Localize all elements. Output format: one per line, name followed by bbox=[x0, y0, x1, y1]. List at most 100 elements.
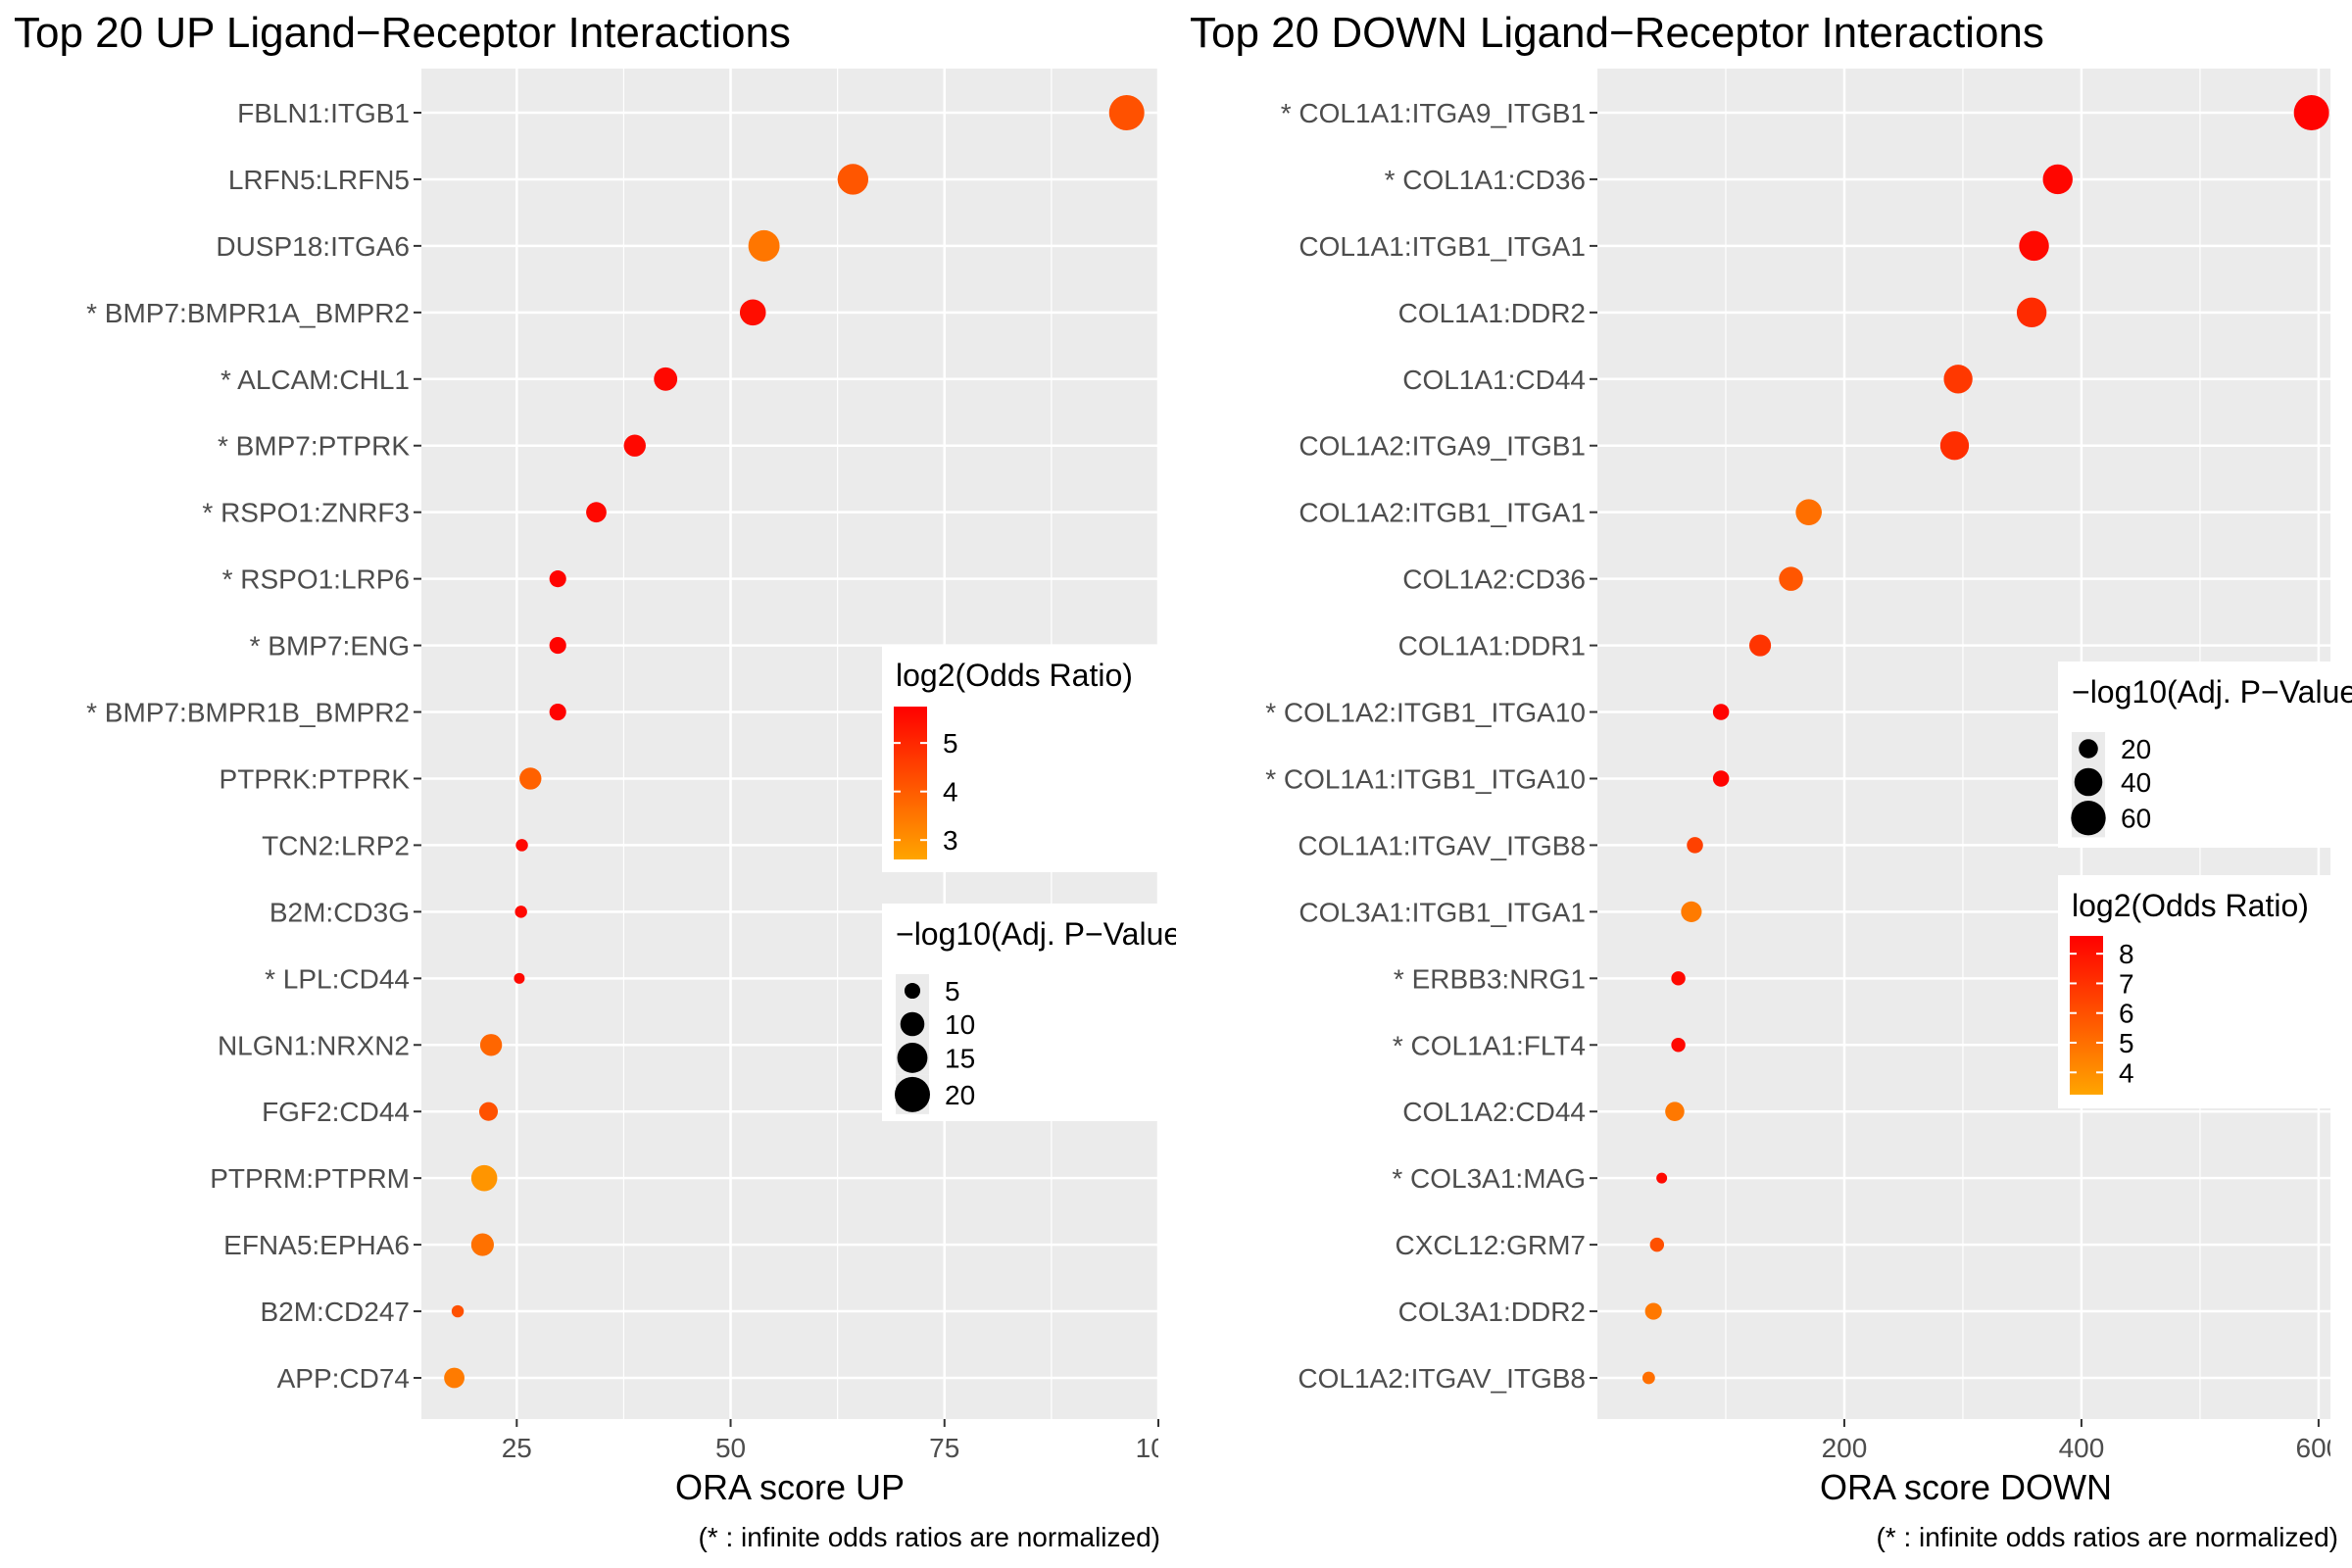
point bbox=[2019, 230, 2049, 262]
y-tick-label: FGF2:CD44 bbox=[262, 1097, 410, 1127]
point bbox=[479, 1034, 503, 1056]
y-tick-label: * BMP7:BMPR1B_BMPR2 bbox=[86, 698, 410, 728]
legend-key-point bbox=[904, 982, 921, 1000]
color-legend-label: 5 bbox=[943, 728, 958, 759]
legend-title: −log10(Adj. P−Value) bbox=[2072, 674, 2352, 710]
point bbox=[1943, 365, 1973, 394]
y-tick-label: COL1A1:ITGAV_ITGB8 bbox=[1298, 830, 1586, 860]
x-tick-label: 50 bbox=[715, 1433, 746, 1463]
point bbox=[1681, 901, 1702, 922]
y-tick-label: TCN2:LRP2 bbox=[262, 830, 410, 860]
points bbox=[444, 95, 1145, 1389]
size-legend-label: 20 bbox=[2121, 734, 2151, 764]
point bbox=[837, 164, 869, 195]
point bbox=[739, 299, 766, 326]
point bbox=[1649, 1237, 1665, 1252]
y-tick-label: * BMP7:PTPRK bbox=[218, 431, 410, 462]
x-tick-label: 75 bbox=[929, 1433, 959, 1463]
y-tick-label: * COL1A1:CD36 bbox=[1385, 165, 1586, 195]
legend-key-point bbox=[900, 1011, 925, 1037]
point bbox=[1779, 566, 1803, 591]
point bbox=[451, 1304, 465, 1318]
y-tick-label: * ALCAM:CHL1 bbox=[220, 365, 410, 395]
point bbox=[1939, 431, 1970, 461]
y-axis: * COL1A1:ITGA9_ITGB1 * COL1A1:CD36 COL1A1:… bbox=[1265, 98, 1597, 1394]
size-legend-label: 10 bbox=[945, 1009, 975, 1040]
color-legend-label: 7 bbox=[2119, 968, 2134, 999]
y-tick-label: COL1A1:ITGB1_ITGA1 bbox=[1298, 231, 1586, 262]
point bbox=[470, 1164, 498, 1192]
point bbox=[514, 906, 527, 918]
size-legend-label: 40 bbox=[2121, 767, 2151, 798]
point bbox=[2016, 297, 2047, 328]
y-tick-label: COL1A2:ITGB1_ITGA1 bbox=[1298, 498, 1586, 528]
y-tick-label: COL1A1:CD44 bbox=[1402, 365, 1586, 395]
size-legend-label: 60 bbox=[2121, 804, 2151, 834]
legend-key-point bbox=[895, 1076, 930, 1112]
y-tick-label: PTPRM:PTPRM bbox=[210, 1163, 410, 1194]
legend-box bbox=[882, 904, 1176, 1121]
point bbox=[549, 637, 566, 655]
y-axis: FBLN1:ITGB1 LRFN5:LRFN5 DUSP18:ITGA6 * BMP7… bbox=[86, 98, 421, 1394]
point bbox=[514, 972, 525, 984]
y-tick-label: COL1A2:ITGAV_ITGB8 bbox=[1298, 1363, 1586, 1394]
y-tick-label: COL1A2:CD44 bbox=[1402, 1097, 1586, 1127]
legend-box bbox=[2058, 875, 2337, 1108]
point bbox=[444, 1367, 465, 1389]
caption: (* : infinite odds ratios are normalized… bbox=[1876, 1522, 2338, 1552]
y-tick-label: DUSP18:ITGA6 bbox=[216, 231, 410, 262]
point bbox=[1712, 770, 1730, 787]
point bbox=[515, 839, 528, 852]
point bbox=[2042, 164, 2073, 195]
y-tick-label: * COL3A1:MAG bbox=[1392, 1163, 1586, 1194]
point bbox=[1795, 499, 1822, 525]
y-tick-label: * COL1A2:ITGB1_ITGA10 bbox=[1265, 698, 1586, 728]
point bbox=[1671, 1038, 1686, 1053]
x-tick-label: 400 bbox=[2059, 1433, 2105, 1463]
x-tick-label: 100 bbox=[1136, 1433, 1182, 1463]
point bbox=[1687, 837, 1703, 854]
point bbox=[1644, 1302, 1662, 1320]
y-tick-label: CXCL12:GRM7 bbox=[1395, 1230, 1586, 1260]
point bbox=[623, 434, 646, 457]
point bbox=[519, 767, 542, 790]
chart-down: Top 20 DOWN Ligand−Receptor Interactions… bbox=[1190, 9, 2352, 1552]
y-tick-label: B2M:CD3G bbox=[270, 897, 410, 927]
point bbox=[586, 502, 607, 523]
point bbox=[1712, 704, 1730, 720]
x-tick-label: 25 bbox=[502, 1433, 532, 1463]
color-bar bbox=[2070, 936, 2103, 1095]
size-legend-label: 20 bbox=[945, 1080, 975, 1110]
legend-title: log2(Odds Ratio) bbox=[2072, 888, 2309, 923]
chart-title: Top 20 DOWN Ligand−Receptor Interactions bbox=[1190, 9, 2044, 57]
chart-title: Top 20 UP Ligand−Receptor Interactions bbox=[14, 9, 791, 57]
y-tick-label: FBLN1:ITGB1 bbox=[237, 98, 410, 128]
legend-box bbox=[882, 645, 1176, 872]
y-tick-label: * COL1A1:FLT4 bbox=[1393, 1030, 1586, 1060]
color-legend-label: 3 bbox=[943, 825, 958, 856]
y-tick-label: COL3A1:DDR2 bbox=[1398, 1297, 1586, 1327]
chart-up: Top 20 UP Ligand−Receptor Interactions FB… bbox=[14, 9, 1182, 1552]
y-tick-label: * LPL:CD44 bbox=[265, 963, 410, 994]
legend-key-point bbox=[2071, 801, 2106, 836]
y-tick-label: COL3A1:ITGB1_ITGA1 bbox=[1298, 897, 1586, 927]
point bbox=[1671, 971, 1686, 986]
point bbox=[470, 1233, 494, 1256]
y-tick-label: LRFN5:LRFN5 bbox=[228, 165, 410, 195]
grid bbox=[1597, 69, 2330, 1419]
y-tick-label: * RSPO1:ZNRF3 bbox=[202, 498, 410, 528]
x-tick-label: 600 bbox=[2296, 1433, 2342, 1463]
y-tick-label: PTPRK:PTPRK bbox=[220, 763, 411, 794]
size-legend-label: 5 bbox=[945, 976, 960, 1006]
color-legend-label: 4 bbox=[943, 777, 958, 808]
y-tick-label: * RSPO1:LRP6 bbox=[222, 564, 410, 595]
legend-title: log2(Odds Ratio) bbox=[896, 658, 1133, 693]
color-legend-label: 6 bbox=[2119, 999, 2134, 1029]
legend-box bbox=[2058, 662, 2352, 848]
x-axis: 200 400 600 bbox=[1822, 1419, 2342, 1463]
point bbox=[1108, 95, 1145, 130]
